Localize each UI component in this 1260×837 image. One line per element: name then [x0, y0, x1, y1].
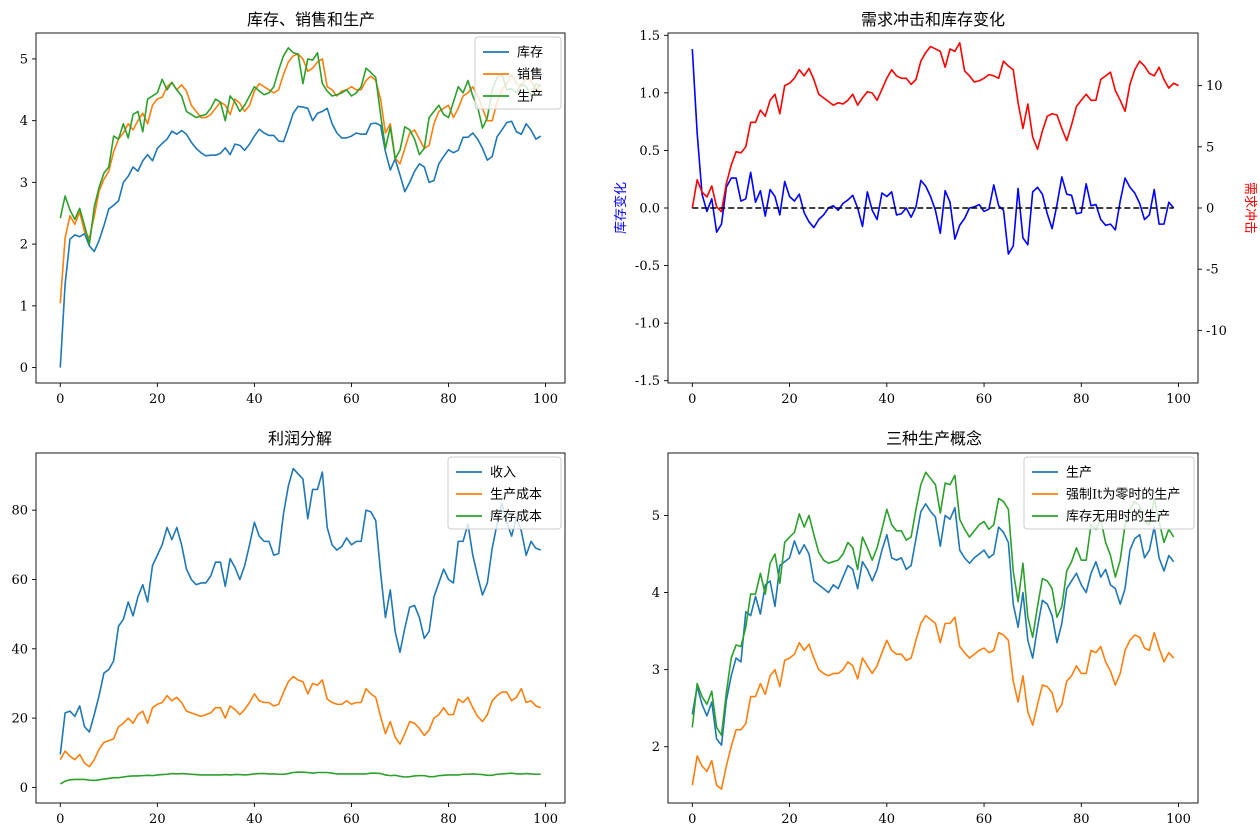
series-line-0 [59, 105, 542, 368]
axes-frame [35, 32, 566, 384]
x-tick-label: 40 [246, 812, 263, 827]
legend-label: 库存无用时的生产 [1066, 509, 1170, 525]
y-tick-label-right: 0 [1206, 202, 1214, 217]
series-line-1 [691, 614, 1175, 790]
series-line-0 [59, 467, 541, 755]
axes-frame [35, 452, 566, 804]
x-tick-label: 20 [781, 392, 798, 407]
legend-box [474, 36, 562, 110]
y-tick-label-right: -5 [1206, 263, 1219, 278]
legend-box [1023, 456, 1195, 530]
x-tick-label: 20 [149, 392, 166, 407]
y-tick-label: 4 [652, 586, 660, 601]
legend-label: 库存成本 [490, 509, 542, 525]
y-tick-label: 1.5 [639, 29, 660, 44]
x-tick-label: 20 [149, 812, 166, 827]
chart-title: 利润分解 [268, 429, 332, 448]
y-tick-label: 0.5 [639, 144, 660, 159]
chart-demand-shock-inventory-change: 需求冲击和库存变化 库存变化 需求冲击 0 20 40 60 80 100-1.5-1.0… [613, 10, 1257, 407]
y-tick-label: 5 [20, 52, 28, 67]
legend-label: 生产 [1066, 466, 1092, 481]
y-tick-label: 1 [20, 299, 28, 314]
y-tick-label: 3 [652, 663, 660, 678]
chart-title: 三种生产概念 [886, 429, 982, 448]
series-line-0 [691, 503, 1175, 746]
x-tick-label: 80 [1073, 392, 1090, 407]
legend-label: 强制It为零时的生产 [1066, 487, 1180, 503]
x-tick-label: 60 [976, 392, 993, 407]
legend-label: 库存 [517, 45, 543, 61]
x-tick-label: 40 [246, 392, 263, 407]
x-tick-label: 40 [879, 812, 896, 827]
series-line-1 [59, 53, 542, 304]
y-tick-label-right: -10 [1206, 324, 1227, 339]
y-tick-label: 5 [652, 509, 660, 524]
legend-label: 生产 [517, 90, 543, 105]
x-tick-label: 0 [56, 812, 64, 827]
y-axis-label-right: 需求冲击 [1242, 182, 1257, 234]
legend-label: 收入 [490, 466, 516, 481]
y-tick-label: 0 [20, 361, 28, 376]
x-tick-label: 80 [440, 392, 457, 407]
series-line-1 [691, 41, 1179, 213]
y-tick-label-right: 10 [1206, 79, 1223, 94]
legend-label: 生产成本 [490, 488, 542, 503]
series-line-2 [59, 47, 542, 245]
axes-frame [667, 452, 1199, 804]
y-tick-label: 2 [20, 238, 28, 253]
y-tick-label: 40 [11, 642, 28, 657]
y-tick-label: 3 [20, 176, 28, 191]
y-tick-label: 1.0 [639, 86, 660, 101]
x-tick-label: 60 [343, 812, 360, 827]
y-tick-label: -1.5 [635, 374, 660, 389]
x-tick-label: 0 [688, 392, 696, 407]
x-tick-label: 100 [1166, 392, 1191, 407]
y-tick-label: -1.0 [635, 317, 660, 332]
x-tick-label: 80 [1073, 812, 1090, 827]
y-tick-label: 2 [652, 740, 660, 755]
legend-box [447, 456, 562, 530]
chart-three-production-concepts: 三种生产概念 0 20 40 60 80 100 2 3 4 5 生产强制It为零时的生产库存无用时… [652, 429, 1199, 827]
y-tick-label: 0.0 [639, 202, 660, 217]
y-axis-label-left: 库存变化 [613, 182, 629, 234]
y-tick-label: 80 [11, 504, 28, 519]
y-tick-label: 60 [11, 573, 28, 588]
y-tick-label: 0 [20, 781, 28, 796]
x-tick-label: 80 [440, 812, 457, 827]
legend-label: 销售 [517, 67, 543, 83]
y-tick-label-right: 5 [1206, 140, 1214, 155]
y-tick-label: 4 [20, 114, 28, 129]
x-tick-label: 60 [343, 392, 360, 407]
series-line-0 [691, 49, 1175, 255]
series-line-2 [59, 771, 541, 785]
x-tick-label: 100 [1166, 812, 1191, 827]
x-tick-label: 60 [976, 812, 993, 827]
x-tick-label: 0 [688, 812, 696, 827]
x-tick-label: 100 [533, 812, 558, 827]
y-tick-label: -0.5 [635, 259, 660, 274]
x-tick-label: 100 [533, 392, 558, 407]
chart-title: 库存、销售和生产 [247, 10, 375, 29]
x-tick-label: 0 [56, 392, 64, 407]
x-tick-label: 20 [781, 812, 798, 827]
chart-title: 需求冲击和库存变化 [861, 10, 1005, 29]
x-tick-label: 40 [879, 392, 896, 407]
series-line-1 [59, 675, 541, 768]
y-tick-label: 20 [11, 712, 28, 727]
